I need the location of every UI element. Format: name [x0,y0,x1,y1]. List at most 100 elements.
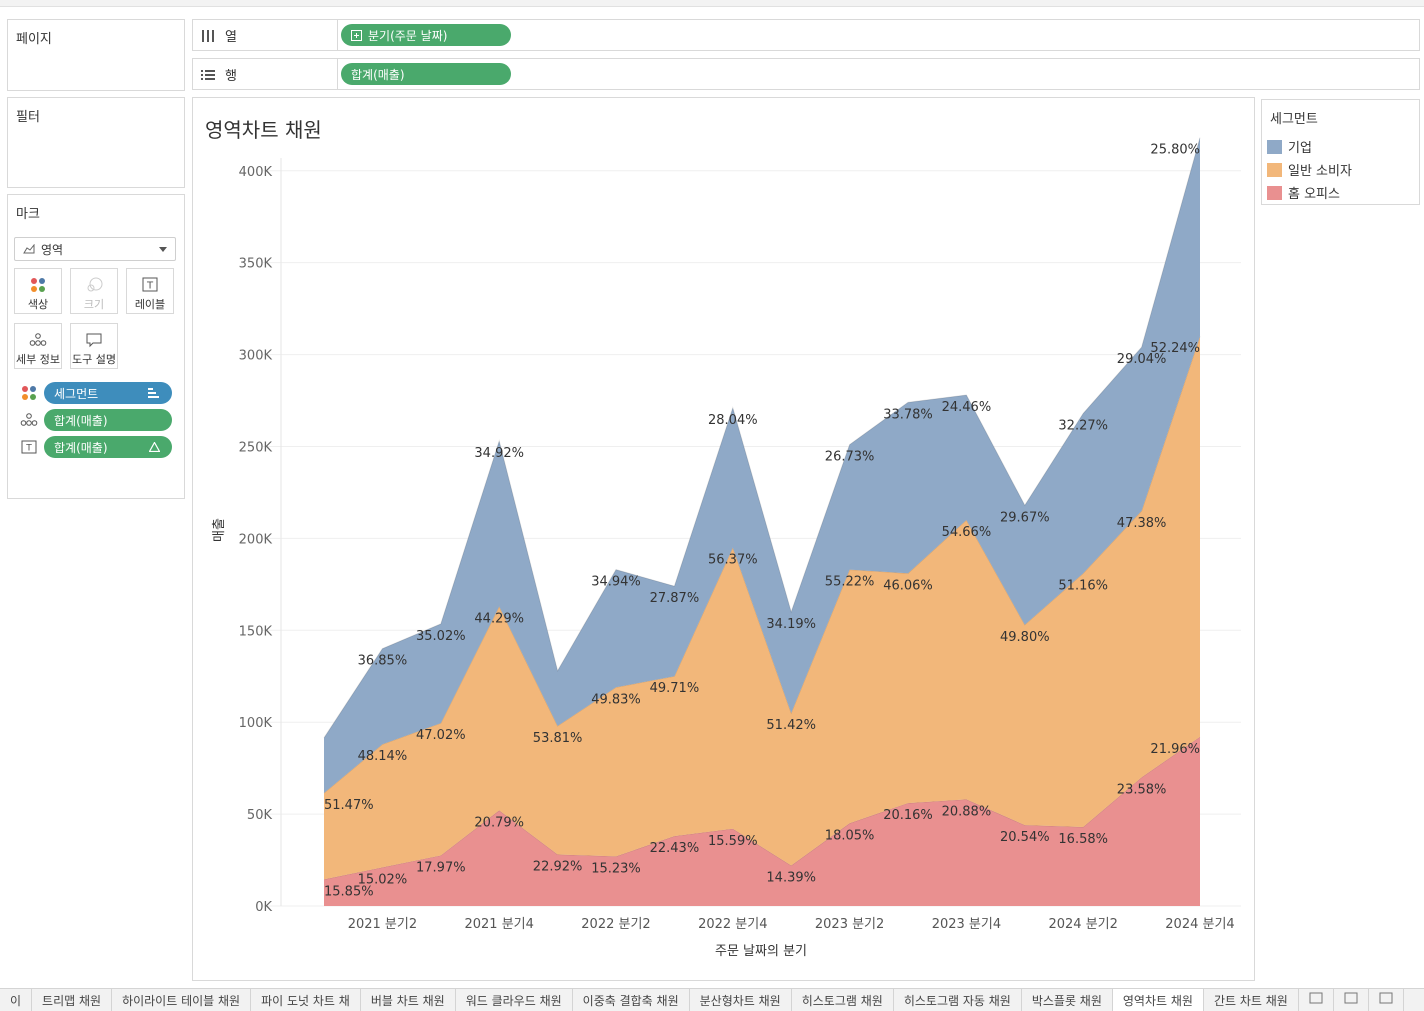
x-tick-label: 2023 분기4 [932,917,1001,932]
data-label: 56.37% [708,553,758,568]
sheet-tab[interactable]: 이 [0,989,33,1011]
data-label: 44.29% [474,611,524,626]
expand-plus-icon [351,29,362,41]
x-tick-label: 2023 분기2 [815,917,884,932]
filters-shelf[interactable]: 필터 [7,97,185,188]
legend-swatch [1267,139,1282,154]
text-label-icon: T [142,277,158,292]
label-button[interactable]: T 레이블 [126,268,174,314]
rows-shelf-label: 행 [201,65,237,84]
columns-icon [202,29,214,42]
detail-dots-icon [20,413,38,426]
quarter-order-date-pill[interactable]: 분기(주문 날짜) [341,24,511,46]
shelf-divider [337,59,338,89]
chart-view[interactable]: 영역차트 채원 0K 50K 100K 150K 200K 250K 300K 350K 400… [192,97,1255,981]
data-label: 55.22% [825,575,875,590]
sheet-tab[interactable]: 간트 차트 채원 [1204,989,1299,1011]
rows-shelf-text: 행 [225,69,237,84]
sheet-tab[interactable]: 하이라이트 테이블 채원 [112,989,252,1011]
area-series-1 [324,336,1200,880]
data-label: 51.16% [1058,578,1108,593]
legend-item-home-office[interactable]: 홈 오피스 [1267,183,1340,202]
size-button-label: 크기 [83,298,105,311]
x-tick-label: 2024 분기2 [1048,917,1117,932]
shelf-divider [337,20,338,50]
sheet-tab[interactable]: 이중축 결합축 채원 [573,989,690,1011]
data-label: 32.27% [1058,418,1108,433]
x-tick-label: 2024 분기4 [1165,917,1234,932]
data-label: 28.04% [708,413,758,428]
x-axis-title: 주문 날짜의 분기 [715,944,807,959]
marks-card-title: 마크 [16,207,40,222]
new-story-icon[interactable] [1369,989,1404,1011]
y-axis-title: 매출 [212,518,227,542]
sum-sales-label-pill[interactable]: 합계(매출) [44,436,172,458]
sheet-tab[interactable]: 영역차트 채원 [1112,989,1204,1011]
rows-shelf[interactable]: 행 합계(매출) [192,58,1420,90]
new-worksheet-icon[interactable] [1299,989,1334,1011]
new-dashboard-icon[interactable] [1334,989,1369,1011]
data-label: 26.73% [825,450,875,465]
size-button[interactable]: 크기 [70,268,118,314]
columns-shelf-text: 열 [225,30,237,45]
sheet-tab[interactable]: 파이 도넛 차트 채 [251,989,361,1011]
segment-legend[interactable]: 세그먼트 기업 일반 소비자 홈 오피스 [1261,99,1420,205]
y-tick-label: 50K [247,808,273,823]
chevron-down-icon [159,247,167,252]
data-label: 24.46% [942,400,992,415]
tooltip-button[interactable]: 도구 설명 [70,323,118,369]
legend-item-label: 기업 [1288,141,1312,156]
sheet-tab[interactable]: 버블 차트 채원 [361,989,456,1011]
legend-item-consumer[interactable]: 일반 소비자 [1267,160,1352,179]
data-label: 53.81% [533,731,583,746]
data-label: 18.05% [825,828,875,843]
sheet-tab[interactable]: 히스토그램 채원 [792,989,894,1011]
area-chart[interactable]: 0K50K100K150K200K250K300K350K400K15.85%1… [193,98,1254,980]
segment-field-pill[interactable]: 세그먼트 [44,382,172,404]
sum-sales-detail-pill[interactable]: 합계(매출) [44,409,172,431]
data-label: 36.85% [358,654,408,669]
x-tick-label: 2022 분기2 [581,917,650,932]
color-button[interactable]: 색상 [14,268,62,314]
data-label: 15.85% [324,884,374,899]
detail-button[interactable]: 세부 정보 [14,323,62,369]
x-tick-label: 2022 분기4 [698,917,767,932]
legend-swatch [1267,185,1282,200]
data-label: 23.58% [1117,782,1167,797]
y-tick-label: 300K [239,349,273,364]
legend-item-corporate[interactable]: 기업 [1267,137,1312,156]
segment-field-label: 세그먼트 [54,386,99,401]
columns-shelf[interactable]: 열 분기(주문 날짜) [192,19,1420,51]
pages-shelf-title: 페이지 [16,32,52,47]
sheet-tab[interactable]: 트리맵 채원 [32,989,113,1011]
sum-sales-row-pill[interactable]: 합계(매출) [341,63,511,85]
y-tick-label: 200K [239,532,273,547]
label-button-label: 레이블 [134,298,166,311]
area-series-2 [324,137,1200,793]
data-label: 49.80% [1000,630,1050,645]
data-label: 34.19% [766,617,816,632]
sheet-tab[interactable]: 분산형차트 채원 [690,989,792,1011]
data-label: 29.67% [1000,510,1050,525]
svg-text:T: T [146,281,154,292]
y-tick-label: 250K [239,440,273,455]
data-label: 20.88% [942,804,992,819]
sheet-tab[interactable]: 워드 클라우드 채원 [456,989,573,1011]
sum-sales-label-label: 합계(매출) [54,440,108,455]
legend-item-label: 일반 소비자 [1288,164,1352,179]
mark-field-color: 세그먼트 [20,382,172,404]
pages-shelf[interactable]: 페이지 [7,19,185,91]
sheet-tab[interactable]: 박스플롯 채원 [1022,989,1113,1011]
toolbar-strip [0,0,1424,7]
y-tick-label: 350K [239,257,273,272]
sum-sales-detail-label: 합계(매출) [54,413,108,428]
mark-type-dropdown[interactable]: 영역 [14,237,176,261]
sheet-tab[interactable]: 히스토그램 자동 채원 [894,989,1022,1011]
data-label: 25.80% [1150,143,1200,158]
y-tick-label: 0K [255,900,272,915]
data-label: 14.39% [766,871,816,886]
y-tick-label: 400K [239,165,273,180]
data-label: 22.92% [533,860,583,875]
legend-item-label: 홈 오피스 [1288,187,1340,202]
data-label: 27.87% [650,591,700,606]
